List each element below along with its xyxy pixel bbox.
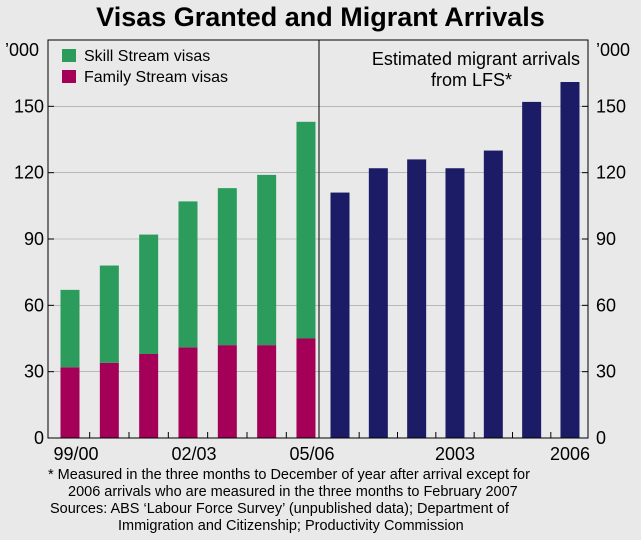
left-y-unit-label: ’000 (5, 40, 39, 60)
bar-arrivals-2005 (522, 101, 542, 439)
y-tick-label-left: 60 (24, 295, 44, 315)
y-tick-label-left: 0 (34, 428, 44, 448)
right-panel-label-line2: from LFS* (431, 70, 512, 90)
y-tick-label-right: 0 (596, 428, 606, 448)
bar-skill-99/00 (60, 289, 80, 368)
legend: Skill Stream visas Family Stream visas (62, 48, 228, 86)
x-tick-label-right: 2003 (435, 444, 475, 464)
bar-skill-04/05 (257, 174, 277, 346)
bar-family-04/05 (257, 345, 277, 438)
bar-family-01/02 (139, 353, 159, 438)
bar-arrivals-2003 (445, 168, 465, 438)
bar-arrivals-2000 (330, 192, 350, 438)
left-y-tick-labels: 0 30 60 90 120 150 (14, 96, 44, 448)
chart-notes: * Measured in the three months to Decemb… (0, 467, 641, 535)
legend-label-skill: Skill Stream visas (84, 48, 210, 65)
y-tick-label-left: 90 (24, 229, 44, 249)
bar-family-03/04 (217, 345, 237, 438)
bar-skill-02/03 (178, 201, 198, 348)
chart-area: 0 30 60 90 120 150 0 30 60 90 120 150 99/00 02/03 05… (5, 39, 630, 464)
legend-swatch-family (62, 70, 76, 83)
chart-title: Visas Granted and Migrant Arrivals (96, 2, 545, 32)
y-tick-label-left: 120 (14, 163, 44, 183)
left-panel-bars (60, 121, 316, 438)
right-y-unit-label: ’000 (596, 40, 630, 60)
right-y-tick-labels: 0 30 60 90 120 150 (596, 96, 626, 448)
bar-family-05/06 (296, 338, 316, 438)
sources-line-1: Sources: ABS ‘Labour Force Survey’ (unpu… (50, 501, 509, 517)
bar-skill-01/02 (139, 234, 159, 354)
x-tick-label-left: 05/06 (289, 444, 334, 464)
bar-skill-00/01 (99, 265, 119, 363)
x-tick-label-left: 02/03 (171, 444, 216, 464)
y-tick-label-right: 120 (596, 163, 626, 183)
gridlines (48, 106, 588, 372)
y-tick-label-left: 30 (24, 362, 44, 382)
bar-arrivals-2002 (407, 159, 427, 438)
x-tick-label-left: 99/00 (53, 444, 98, 464)
bar-arrivals-2001 (368, 168, 388, 438)
bar-family-00/01 (99, 362, 119, 438)
x-tick-labels: 99/00 02/03 05/06 2003 2006 (53, 444, 590, 464)
bar-skill-05/06 (296, 121, 316, 339)
bar-family-02/03 (178, 347, 198, 438)
bar-arrivals-2004 (483, 150, 503, 439)
axis-ticks (48, 105, 588, 439)
legend-label-family: Family Stream visas (84, 69, 228, 86)
bar-skill-03/04 (217, 188, 237, 346)
y-tick-label-right: 150 (596, 96, 626, 116)
y-tick-label-right: 60 (596, 295, 616, 315)
legend-swatch-skill (62, 49, 76, 62)
footnote-line-2: 2006 arrivals who are measured in the th… (68, 484, 518, 500)
sources-line-2: Immigration and Citizenship; Productivit… (118, 518, 464, 534)
y-tick-label-right: 90 (596, 229, 616, 249)
right-panel-bars (330, 82, 580, 439)
y-tick-label-right: 30 (596, 362, 616, 382)
right-panel-label-line1: Estimated migrant arrivals (372, 49, 580, 69)
footnote-line-1: * Measured in the three months to Decemb… (48, 467, 530, 483)
bar-family-99/00 (60, 367, 80, 438)
y-tick-label-left: 150 (14, 96, 44, 116)
x-tick-label-right: 2006 (550, 444, 590, 464)
bar-arrivals-2006 (560, 82, 580, 438)
